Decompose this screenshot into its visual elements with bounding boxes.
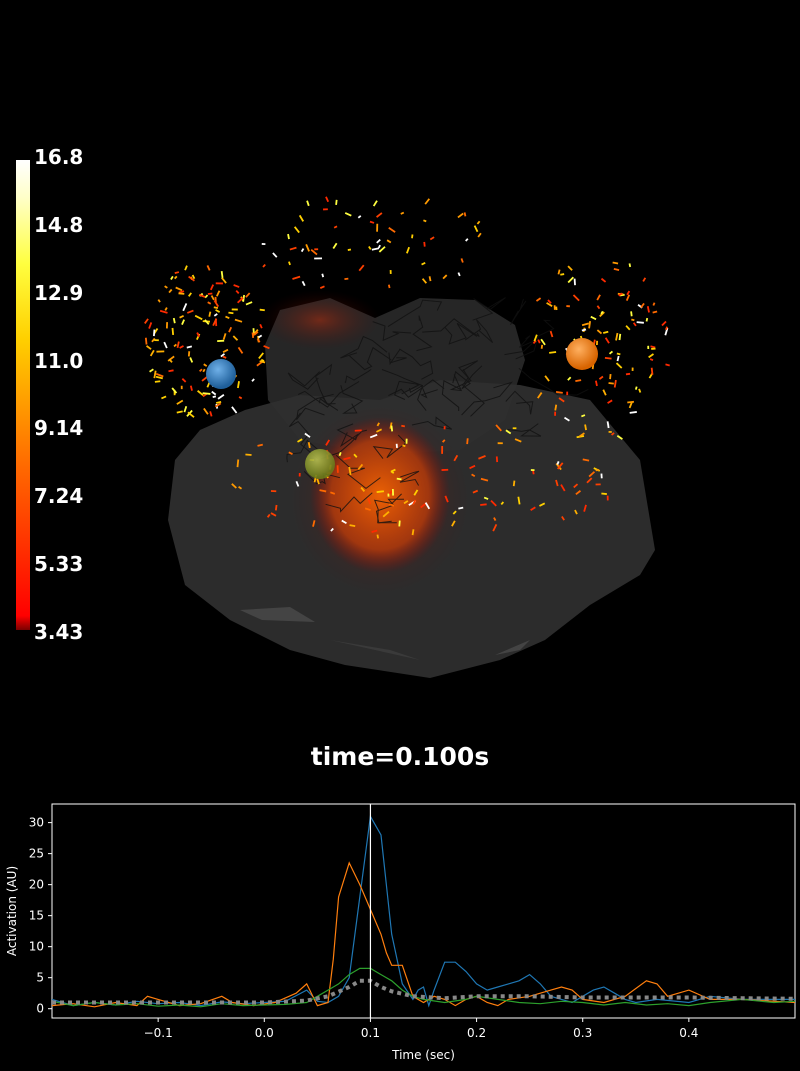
y-tick-label: 5 bbox=[36, 971, 44, 985]
colorbar-tick-label: 11.0 bbox=[34, 349, 83, 373]
y-axis-label: Activation (AU) bbox=[5, 866, 19, 956]
y-tick-label: 10 bbox=[29, 940, 44, 954]
y-tick-label: 30 bbox=[29, 816, 44, 830]
x-tick-label: −0.1 bbox=[144, 1026, 173, 1040]
y-tick-label: 20 bbox=[29, 878, 44, 892]
colorbar-tick-label: 12.9 bbox=[34, 281, 83, 305]
colorbar-tick-label: 14.8 bbox=[34, 213, 83, 237]
colorbar-tick-label: 16.8 bbox=[34, 145, 83, 169]
colorbar-tick-label: 7.24 bbox=[34, 484, 83, 508]
x-axis-label: Time (sec) bbox=[391, 1048, 455, 1062]
colorbar-tick-label: 9.14 bbox=[34, 416, 83, 440]
series-line-blue bbox=[52, 816, 795, 1005]
x-tick-label: 0.3 bbox=[573, 1026, 592, 1040]
colorbar-tick-label: 5.33 bbox=[34, 552, 83, 576]
y-tick-label: 15 bbox=[29, 909, 44, 923]
brain-render bbox=[0, 0, 800, 740]
brain-3d-viewer[interactable] bbox=[0, 0, 800, 740]
plot-axes-frame bbox=[52, 804, 795, 1018]
source-sphere-green bbox=[305, 449, 335, 479]
x-tick-label: 0.2 bbox=[467, 1026, 486, 1040]
source-sphere-blue bbox=[206, 359, 236, 389]
x-tick-label: 0.0 bbox=[255, 1026, 274, 1040]
y-tick-label: 25 bbox=[29, 847, 44, 861]
source-sphere-orange bbox=[566, 338, 598, 370]
y-tick-label: 0 bbox=[36, 1002, 44, 1016]
time-label: time=0.100s bbox=[0, 742, 800, 771]
colorbar bbox=[16, 160, 30, 630]
colorbar-tick-label: 3.43 bbox=[34, 620, 83, 644]
x-tick-label: 0.4 bbox=[679, 1026, 698, 1040]
x-tick-label: 0.1 bbox=[361, 1026, 380, 1040]
series-line-orange bbox=[52, 863, 795, 1007]
time-course-plot[interactable]: −0.1 0.0 0.1 0.2 0.3 0.4 0 5 10 15 20 25 30 Time (sec… bbox=[0, 790, 800, 1067]
